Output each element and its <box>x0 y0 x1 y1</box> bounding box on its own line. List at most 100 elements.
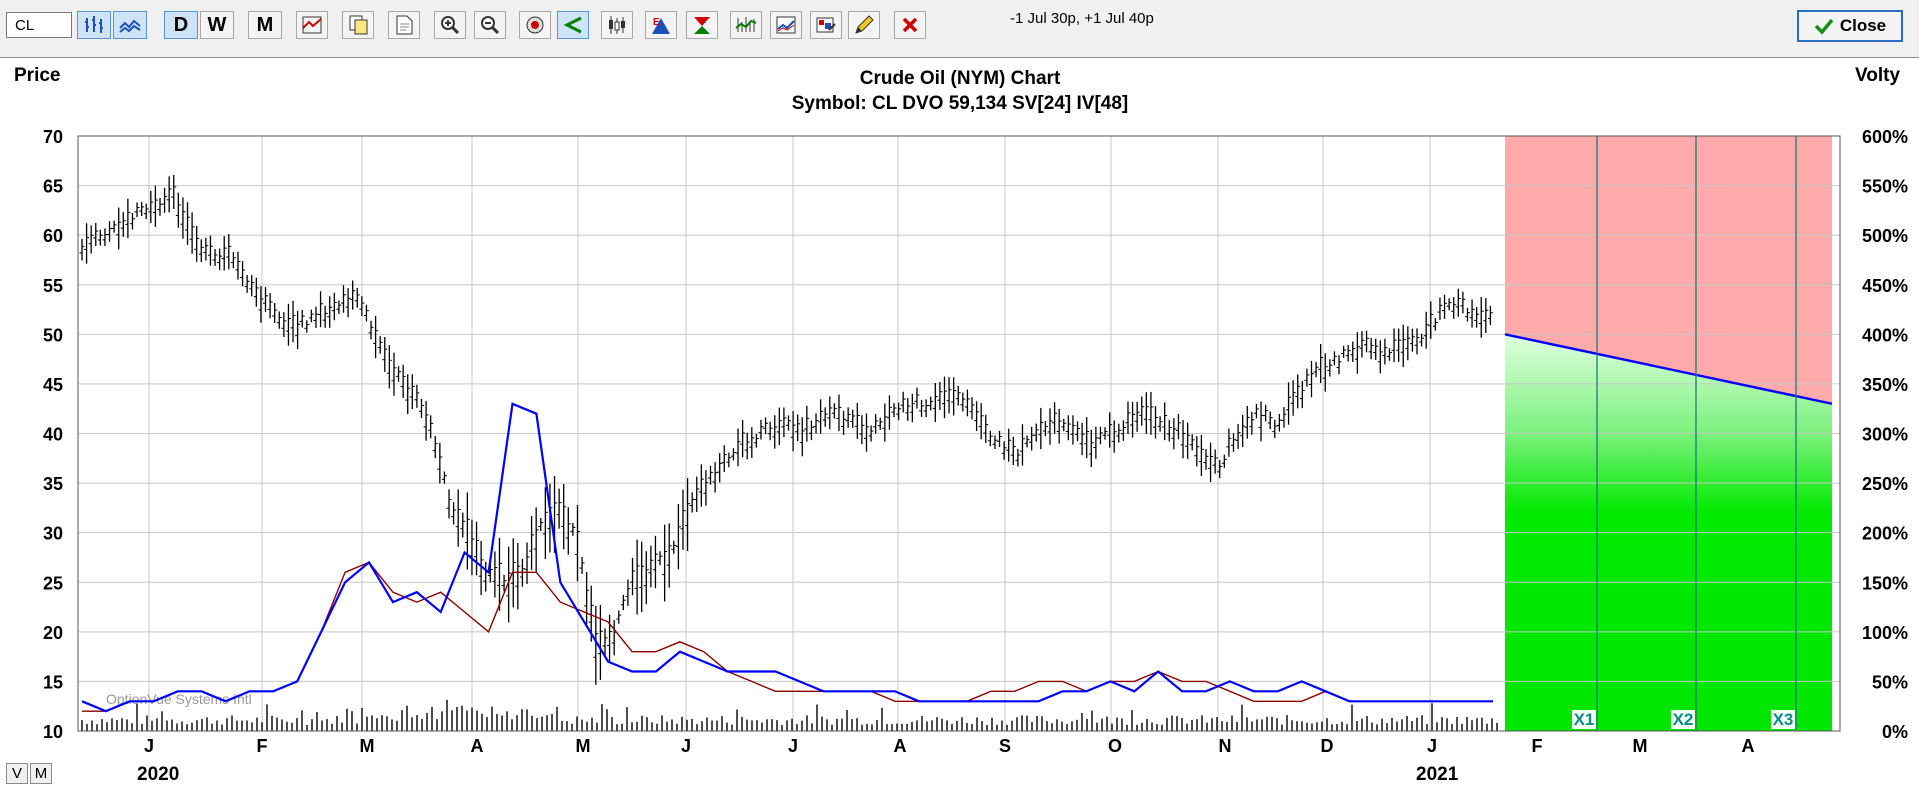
indicator-chart-icon <box>735 17 757 32</box>
volatility-tick-label: 100% <box>1862 623 1908 643</box>
month-tick-label: J <box>681 736 691 756</box>
volatility-axis-title: Volty <box>1855 65 1900 86</box>
chart-subtitle: Symbol: CL DVO 59,134 SV[24] IV[48] <box>792 93 1129 114</box>
study-button[interactable] <box>770 11 802 39</box>
volatility-tick-label: 400% <box>1862 325 1908 345</box>
earnings-icon: E <box>652 17 670 34</box>
month-tick-label: J <box>144 736 154 756</box>
months-view-button[interactable]: M <box>30 763 52 784</box>
price-tick-label: 35 <box>43 474 63 494</box>
indicator-button[interactable] <box>730 11 762 39</box>
earnings-marker-button[interactable]: E <box>645 11 677 39</box>
volatility-tick-label: 150% <box>1862 573 1908 593</box>
projected-volatility-line <box>1504 333 1833 405</box>
daily-period-button[interactable]: D <box>164 11 198 39</box>
price-tick-label: 45 <box>43 375 63 395</box>
angle-icon <box>563 16 582 34</box>
volume-view-button[interactable]: V <box>6 763 28 784</box>
close-button-label: Close <box>1839 16 1887 35</box>
volatility-tick-label: 500% <box>1862 226 1908 246</box>
month-tick-label: N <box>1219 736 1232 756</box>
plot-frame <box>77 135 1841 732</box>
axis-labels: 70 65 60 55 50 45 40 35 30 25 20 15 10 600% 550% 500% 45… <box>43 127 1908 756</box>
chart-settings-button[interactable] <box>296 11 328 39</box>
price-tick-label: 30 <box>43 524 63 544</box>
month-tick-label: D <box>1321 736 1334 756</box>
chart-canvas[interactable]: Price Volty Crude Oil (NYM) Chart Symbol… <box>0 58 1919 788</box>
position-status-text: -1 Jul 30p, +1 Jul 40p <box>1010 10 1154 27</box>
price-tick-label: 20 <box>43 623 63 643</box>
price-tick-label: 25 <box>43 573 63 593</box>
price-axis-title: Price <box>14 65 60 86</box>
price-tick-label: 40 <box>43 425 63 445</box>
implied-volatility-line <box>81 402 1493 713</box>
year-label-2021: 2021 <box>1416 764 1459 785</box>
event-marker-button[interactable] <box>686 11 718 39</box>
price-tick-label: 15 <box>43 672 63 692</box>
monthly-period-button[interactable]: M <box>248 11 282 39</box>
month-tick-label: J <box>1427 736 1437 756</box>
color-settings-button[interactable] <box>810 11 842 39</box>
copy-chart-button[interactable] <box>342 11 374 39</box>
document-icon <box>396 15 413 35</box>
price-tick-label: 55 <box>43 276 63 296</box>
chart-title: Crude Oil (NYM) Chart <box>860 68 1061 89</box>
volatility-tick-label: 600% <box>1862 127 1908 147</box>
volatility-tick-label: 200% <box>1862 524 1908 544</box>
expiry-marker-label: X3 <box>1773 710 1794 729</box>
line-chart-icon <box>119 19 141 33</box>
weekly-period-button[interactable]: W <box>200 11 234 39</box>
chart-grid-icon <box>302 16 322 34</box>
hourglass-icon <box>694 17 710 34</box>
draw-button[interactable] <box>848 11 880 39</box>
print-chart-button[interactable] <box>388 11 420 39</box>
zoom-out-button[interactable] <box>474 11 506 39</box>
volatility-lines <box>81 333 1833 713</box>
month-tick-label: O <box>1108 736 1122 756</box>
zoom-out-icon <box>481 16 500 35</box>
expiry-markers: X1 X2 X3 <box>1572 136 1797 731</box>
expiry-label-bg <box>1771 710 1795 729</box>
study-chart-icon <box>776 16 796 34</box>
symbol-input[interactable] <box>6 12 72 38</box>
price-bars <box>79 175 1493 685</box>
trend-line-button[interactable] <box>557 11 589 39</box>
month-tick-label: M <box>360 736 375 756</box>
volatility-tick-label: 350% <box>1862 375 1908 395</box>
volume-bars <box>81 699 1498 731</box>
toolbar: D W M E -1 Jul 30p, +1 Jul 4 <box>0 0 1919 56</box>
zoom-in-icon <box>441 16 460 35</box>
volatility-tick-label: 250% <box>1862 474 1908 494</box>
copy-icon <box>349 15 368 35</box>
month-tick-label: A <box>1742 736 1755 756</box>
month-tick-label: A <box>894 736 907 756</box>
view-mode-buttons: V M <box>6 763 52 784</box>
candlestick-button[interactable] <box>601 11 633 39</box>
volatility-tick-label: 0% <box>1882 722 1908 742</box>
candlestick-icon <box>609 16 625 34</box>
checkmark-icon <box>1814 18 1834 35</box>
month-tick-label: M <box>576 736 591 756</box>
zoom-in-button[interactable] <box>434 11 466 39</box>
x-icon <box>902 17 918 33</box>
pencil-icon <box>855 15 874 34</box>
delete-button[interactable] <box>894 11 926 39</box>
month-tick-label: M <box>1633 736 1648 756</box>
expiry-marker-label: X1 <box>1574 710 1595 729</box>
price-tick-label: 10 <box>43 722 63 742</box>
month-tick-label: F <box>257 736 268 756</box>
svg-text:E: E <box>653 17 660 28</box>
expiry-label-bg <box>1572 710 1596 729</box>
month-tick-label: S <box>999 736 1011 756</box>
watermark: OptionVue Systems Intl <box>106 691 252 707</box>
target-button[interactable] <box>519 11 551 39</box>
bar-chart-icon <box>85 16 103 33</box>
expiry-marker-label: X2 <box>1673 710 1694 729</box>
month-tick-label: J <box>788 736 798 756</box>
close-button[interactable]: Close <box>1797 10 1903 42</box>
volatility-tick-label: 50% <box>1872 672 1908 692</box>
price-tick-label: 70 <box>43 127 63 147</box>
bar-chart-style-button[interactable] <box>77 11 111 39</box>
line-chart-style-button[interactable] <box>113 11 147 39</box>
chart-panel: Price Volty Crude Oil (NYM) Chart Symbol… <box>0 57 1919 788</box>
